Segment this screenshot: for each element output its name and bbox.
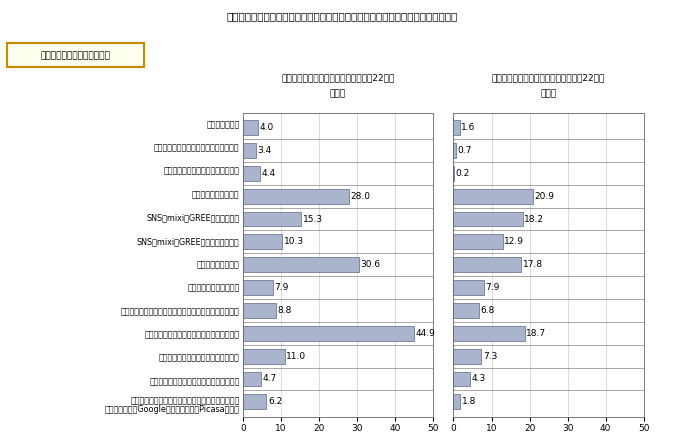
Text: インターネット上のサービスで自分の文書や写真を: インターネット上のサービスで自分の文書や写真を: [130, 396, 239, 405]
Bar: [243, 166, 259, 181]
Bar: [453, 372, 470, 386]
Bar: [243, 212, 301, 227]
Bar: [243, 189, 350, 204]
Text: インスタントメッセンジャーを利用する: インスタントメッセンジャーを利用する: [154, 143, 239, 152]
Text: メールマガジンを読む: メールマガジンを読む: [192, 190, 239, 199]
Bar: [243, 280, 273, 295]
Bar: [243, 395, 266, 409]
Bar: [243, 234, 282, 249]
Text: 6.2: 6.2: [268, 397, 282, 406]
Bar: [453, 189, 533, 204]
Text: 18.7: 18.7: [526, 329, 547, 338]
FancyBboxPatch shape: [7, 43, 144, 67]
Bar: [243, 143, 256, 158]
Text: 自分のブログ、ホームページを作ったり更新したりする: 自分のブログ、ホームページを作ったり更新したりする: [120, 307, 239, 316]
Bar: [453, 143, 456, 158]
Text: 4.4: 4.4: [261, 169, 275, 178]
Bar: [453, 120, 460, 135]
Bar: [453, 326, 525, 341]
Text: 15.3: 15.3: [302, 214, 323, 224]
Text: パソコンの利用機能・サービス（平成22年）: パソコンの利用機能・サービス（平成22年）: [281, 74, 395, 83]
Bar: [453, 280, 484, 295]
Text: 8.8: 8.8: [278, 306, 292, 315]
Text: パソコンと携帯電話との間で、利用されている機能・サービスに大きな差はない。: パソコンと携帯電話との間で、利用されている機能・サービスに大きな差はない。: [226, 11, 458, 21]
Text: 他人（個人）のブログ、ホームページを見る: 他人（個人）のブログ、ホームページを見る: [144, 330, 239, 339]
Bar: [453, 349, 482, 364]
Text: 携帯電話の利用機能・サービス（平成22年）: 携帯電話の利用機能・サービス（平成22年）: [492, 74, 605, 83]
Bar: [243, 303, 276, 318]
Text: 17.8: 17.8: [523, 260, 543, 269]
Bar: [243, 372, 261, 386]
Text: ツイッター、アメーバなうなどに書き込む: ツイッター、アメーバなうなどに書き込む: [149, 377, 239, 386]
Text: 28.0: 28.0: [351, 192, 371, 201]
Text: 11.0: 11.0: [286, 352, 306, 361]
Text: 44.9: 44.9: [415, 329, 435, 338]
Bar: [243, 257, 359, 272]
Text: 10.3: 10.3: [283, 237, 304, 247]
Text: 掲示板に書き込みをする: 掲示板に書き込みをする: [187, 283, 239, 293]
Text: 7.3: 7.3: [483, 352, 497, 361]
Text: 掲示板の内容を読む: 掲示板の内容を読む: [197, 260, 239, 269]
Text: 7.9: 7.9: [274, 283, 289, 292]
Text: 1.6: 1.6: [461, 123, 475, 132]
Text: 「月に数回以上利用」の割合: 「月に数回以上利用」の割合: [40, 51, 110, 60]
Text: 4.3: 4.3: [471, 375, 486, 384]
Text: 20.9: 20.9: [534, 192, 555, 201]
Text: （％）: （％）: [540, 89, 557, 98]
Text: 4.0: 4.0: [259, 123, 274, 132]
Bar: [453, 303, 479, 318]
Text: 4.7: 4.7: [262, 375, 276, 384]
Bar: [453, 395, 460, 409]
Text: 6.8: 6.8: [481, 306, 495, 315]
Bar: [453, 257, 521, 272]
Text: 7.9: 7.9: [485, 283, 499, 292]
Bar: [243, 120, 258, 135]
Text: チャットをする: チャットをする: [206, 120, 239, 129]
Bar: [243, 326, 414, 341]
Text: 0.2: 0.2: [456, 169, 470, 178]
Text: 18.2: 18.2: [524, 214, 544, 224]
Text: 12.9: 12.9: [504, 237, 524, 247]
Text: ツイッター、アメーバなうなどを読む: ツイッター、アメーバなうなどを読む: [159, 354, 239, 363]
Text: 0.7: 0.7: [458, 146, 472, 155]
Bar: [243, 349, 285, 364]
Text: 管理している（GoogleドキュメントやPicasaなど）: 管理している（GoogleドキュメントやPicasaなど）: [105, 404, 239, 414]
Text: 30.6: 30.6: [360, 260, 381, 269]
Text: SNS（mixi、GREEなど）に書き込む: SNS（mixi、GREEなど）に書き込む: [137, 237, 239, 246]
Text: 3.4: 3.4: [257, 146, 272, 155]
Bar: [453, 234, 503, 249]
Text: （％）: （％）: [330, 89, 346, 98]
Bar: [453, 212, 523, 227]
Text: SNS（mixi、GREEなど）を見る: SNS（mixi、GREEなど）を見る: [146, 214, 239, 223]
Bar: [453, 166, 454, 181]
Text: スカイプなどの音声通信を利用する: スカイプなどの音声通信を利用する: [163, 167, 239, 176]
Text: 1.8: 1.8: [462, 397, 476, 406]
